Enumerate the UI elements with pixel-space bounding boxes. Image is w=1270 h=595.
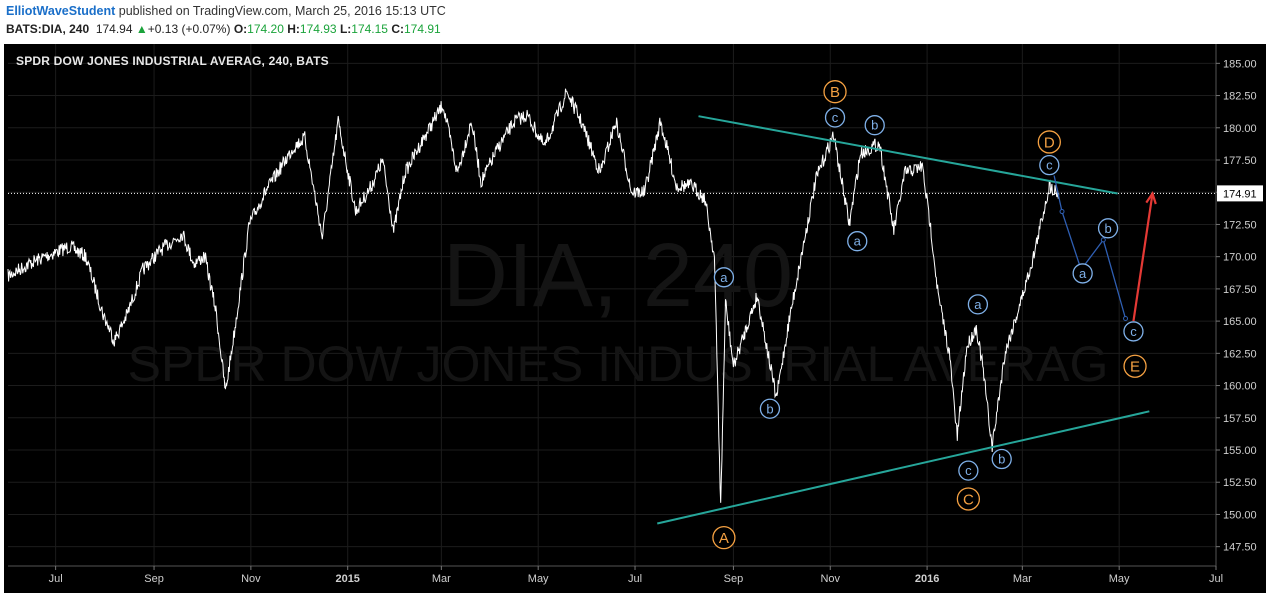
chart-title: SPDR DOW JONES INDUSTRIAL AVERAG, 240, B… — [16, 54, 329, 68]
wave-label-b: b — [998, 452, 1005, 467]
time-tick-label: May — [528, 573, 549, 585]
wave-label-circle-B — [823, 80, 847, 104]
wave-label-circle-c — [824, 107, 846, 128]
projection-point — [1100, 237, 1106, 243]
wave-label-circle-C — [956, 487, 981, 511]
wave-label-circle-b — [1097, 218, 1119, 239]
high-value: 174.93 — [299, 22, 337, 36]
price-tick-label: 180.00 — [1223, 123, 1257, 135]
projection-point — [1123, 316, 1129, 322]
wave-label-a: a — [1079, 266, 1087, 281]
price-series-line — [7, 88, 1060, 503]
wave-label-circle-D — [1037, 130, 1061, 154]
time-tick-label: 2015 — [335, 573, 359, 585]
time-tick-label: Mar — [432, 573, 451, 585]
triangle-up-icon: ▲ — [135, 22, 148, 36]
target-arrow-head — [1145, 191, 1157, 205]
lower-trendline[interactable] — [657, 410, 1150, 525]
wave-label-circle-c — [958, 460, 979, 481]
open-value: 174.20 — [247, 22, 284, 36]
chart-panel[interactable]: DIA, 240 SPDR DOW JONES INDUSTRIAL AVERAG… — [4, 44, 1266, 593]
time-tick-label: May — [1109, 573, 1130, 585]
high-label: H: — [287, 22, 300, 36]
watermark-symbol: DIA, 240 — [443, 226, 793, 326]
price-tick-label: 160.00 — [1223, 381, 1257, 393]
wave-label-circle-E — [1123, 354, 1147, 378]
time-tick-label: Jul — [628, 573, 642, 585]
wave-label-a: a — [720, 270, 728, 285]
price-tick-label: 150.00 — [1223, 509, 1257, 521]
wave-label-circle-a — [847, 231, 868, 252]
price-tick-label: 167.50 — [1223, 284, 1257, 296]
last-price-badge — [1217, 185, 1263, 202]
price-tick-label: 165.00 — [1223, 316, 1257, 328]
wave-label-c: c — [1130, 324, 1137, 339]
last-price-badge-label: 174.91 — [1223, 188, 1257, 200]
symbol-label[interactable]: BATS:DIA, 240 — [6, 22, 90, 36]
price-tick-label: 157.50 — [1223, 413, 1257, 425]
price-tick-label: 147.50 — [1223, 542, 1257, 554]
wave-label-circle-A — [712, 525, 736, 550]
wave-label-circle-b — [759, 398, 781, 419]
wave-label-c: c — [1046, 158, 1053, 173]
time-tick-label: Jul — [1209, 573, 1223, 585]
close-label: C: — [391, 22, 404, 36]
watermark-name: SPDR DOW JONES INDUSTRIAL AVERAG — [128, 336, 1109, 392]
projection-point — [1059, 209, 1065, 215]
ohlc-bar: BATS:DIA, 240 174.94 ▲+0.13 (+0.07%) O:1… — [6, 22, 441, 36]
low-value: 174.15 — [351, 22, 388, 36]
published-text: published on TradingView.com, March 25, … — [118, 4, 446, 18]
time-tick-label: Jul — [49, 573, 63, 585]
wave-label-E: E — [1130, 359, 1140, 376]
wave-label-b: b — [1104, 221, 1111, 236]
price-tick-label: 177.50 — [1223, 155, 1257, 167]
close-value: 174.91 — [403, 22, 441, 36]
low-label: L: — [339, 22, 352, 36]
wave-label-D: D — [1044, 134, 1055, 151]
price-tick-label: 155.00 — [1223, 445, 1257, 457]
wave-label-c: c — [832, 110, 839, 125]
wave-label-a: a — [854, 234, 862, 249]
price-change: +0.13 (+0.07%) — [147, 22, 231, 36]
last-price: 174.94 — [95, 22, 133, 36]
publish-info: ElliotWaveStudent published on TradingVi… — [6, 4, 446, 18]
wave-label-C: C — [963, 491, 974, 508]
wave-label-circle-a — [713, 267, 735, 288]
price-tick-label: 162.50 — [1223, 348, 1257, 360]
price-tick-label: 170.00 — [1223, 252, 1257, 264]
time-tick-label: Mar — [1013, 573, 1032, 585]
wave-label-circle-b — [991, 448, 1012, 470]
time-tick-label: Nov — [241, 573, 261, 585]
wave-label-circle-a — [967, 294, 989, 315]
price-tick-label: 152.50 — [1223, 477, 1257, 489]
time-tick-label: 2016 — [915, 573, 939, 585]
wave-label-B: B — [830, 84, 840, 101]
wave-label-b: b — [871, 118, 878, 133]
time-tick-label: Sep — [724, 573, 744, 585]
wave-label-b: b — [766, 401, 773, 416]
wave-label-c: c — [965, 463, 972, 478]
price-tick-label: 172.50 — [1223, 219, 1257, 231]
open-label: O: — [233, 22, 248, 36]
target-arrow-line[interactable] — [1132, 193, 1154, 322]
upper-trendline[interactable] — [698, 115, 1118, 195]
wave-label-a: a — [974, 297, 982, 312]
time-tick-label: Sep — [144, 573, 164, 585]
price-tick-label: 182.50 — [1223, 91, 1257, 103]
wave-label-A: A — [719, 530, 729, 547]
wave-label-circle-a — [1072, 263, 1093, 284]
wave-label-circle-c — [1123, 321, 1144, 342]
price-chart[interactable]: DIA, 240 SPDR DOW JONES INDUSTRIAL AVERAG… — [4, 44, 1266, 593]
author-link[interactable]: ElliotWaveStudent — [6, 4, 116, 18]
wave-label-circle-b — [864, 115, 885, 136]
price-tick-label: 185.00 — [1223, 58, 1257, 70]
chart-header: ElliotWaveStudent published on TradingVi… — [0, 0, 1270, 44]
wave-label-circle-c — [1039, 155, 1060, 176]
time-tick-label: Nov — [820, 573, 840, 585]
